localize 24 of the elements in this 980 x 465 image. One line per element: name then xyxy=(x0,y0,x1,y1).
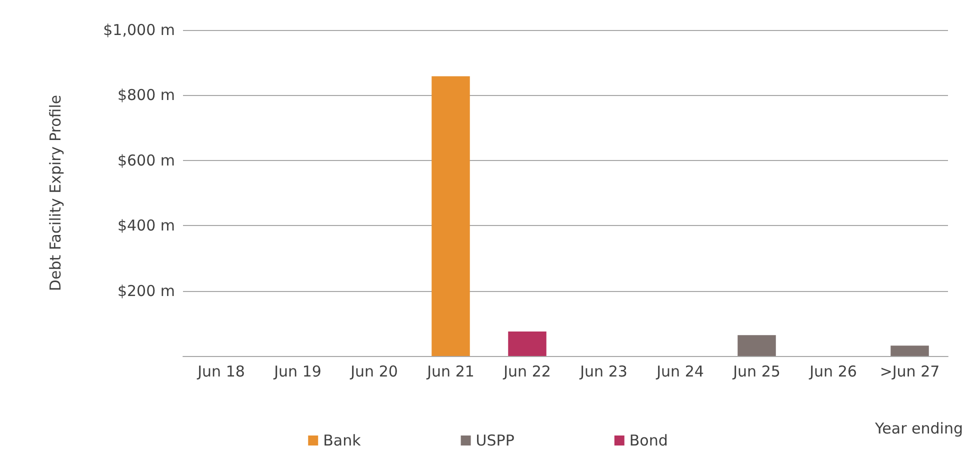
y-tick-label: $1,000 m xyxy=(103,21,175,39)
y-tick-label: $400 m xyxy=(117,216,175,235)
x-tick-label: Jun 24 xyxy=(656,362,704,380)
x-tick-label: Jun 22 xyxy=(502,362,551,380)
y-tick-label: $200 m xyxy=(117,282,175,300)
y-axis-title: Debt Facility Expiry Profile xyxy=(46,94,64,292)
x-tick-label: Jun 25 xyxy=(732,362,780,380)
bar xyxy=(508,332,546,356)
legend-label: USPP xyxy=(476,432,514,450)
x-tick-label: Jun 23 xyxy=(579,362,628,380)
x-tick-label: Jun 19 xyxy=(273,362,322,380)
y-tick-label: $800 m xyxy=(117,86,175,104)
x-tick-label: Jun 26 xyxy=(808,362,857,380)
bar xyxy=(890,346,929,356)
x-axis-title: Year ending xyxy=(874,420,963,438)
x-tick-label: Jun 21 xyxy=(426,362,474,380)
bar xyxy=(432,76,470,356)
bar xyxy=(738,335,776,356)
x-tick-label: >Jun 27 xyxy=(880,362,940,380)
x-tick-label: Jun 20 xyxy=(350,362,398,380)
legend-label: Bond xyxy=(629,432,668,450)
legend-label: Bank xyxy=(323,432,362,450)
y-tick-label: $600 m xyxy=(117,151,175,170)
x-tick-label: Jun 18 xyxy=(196,362,245,380)
